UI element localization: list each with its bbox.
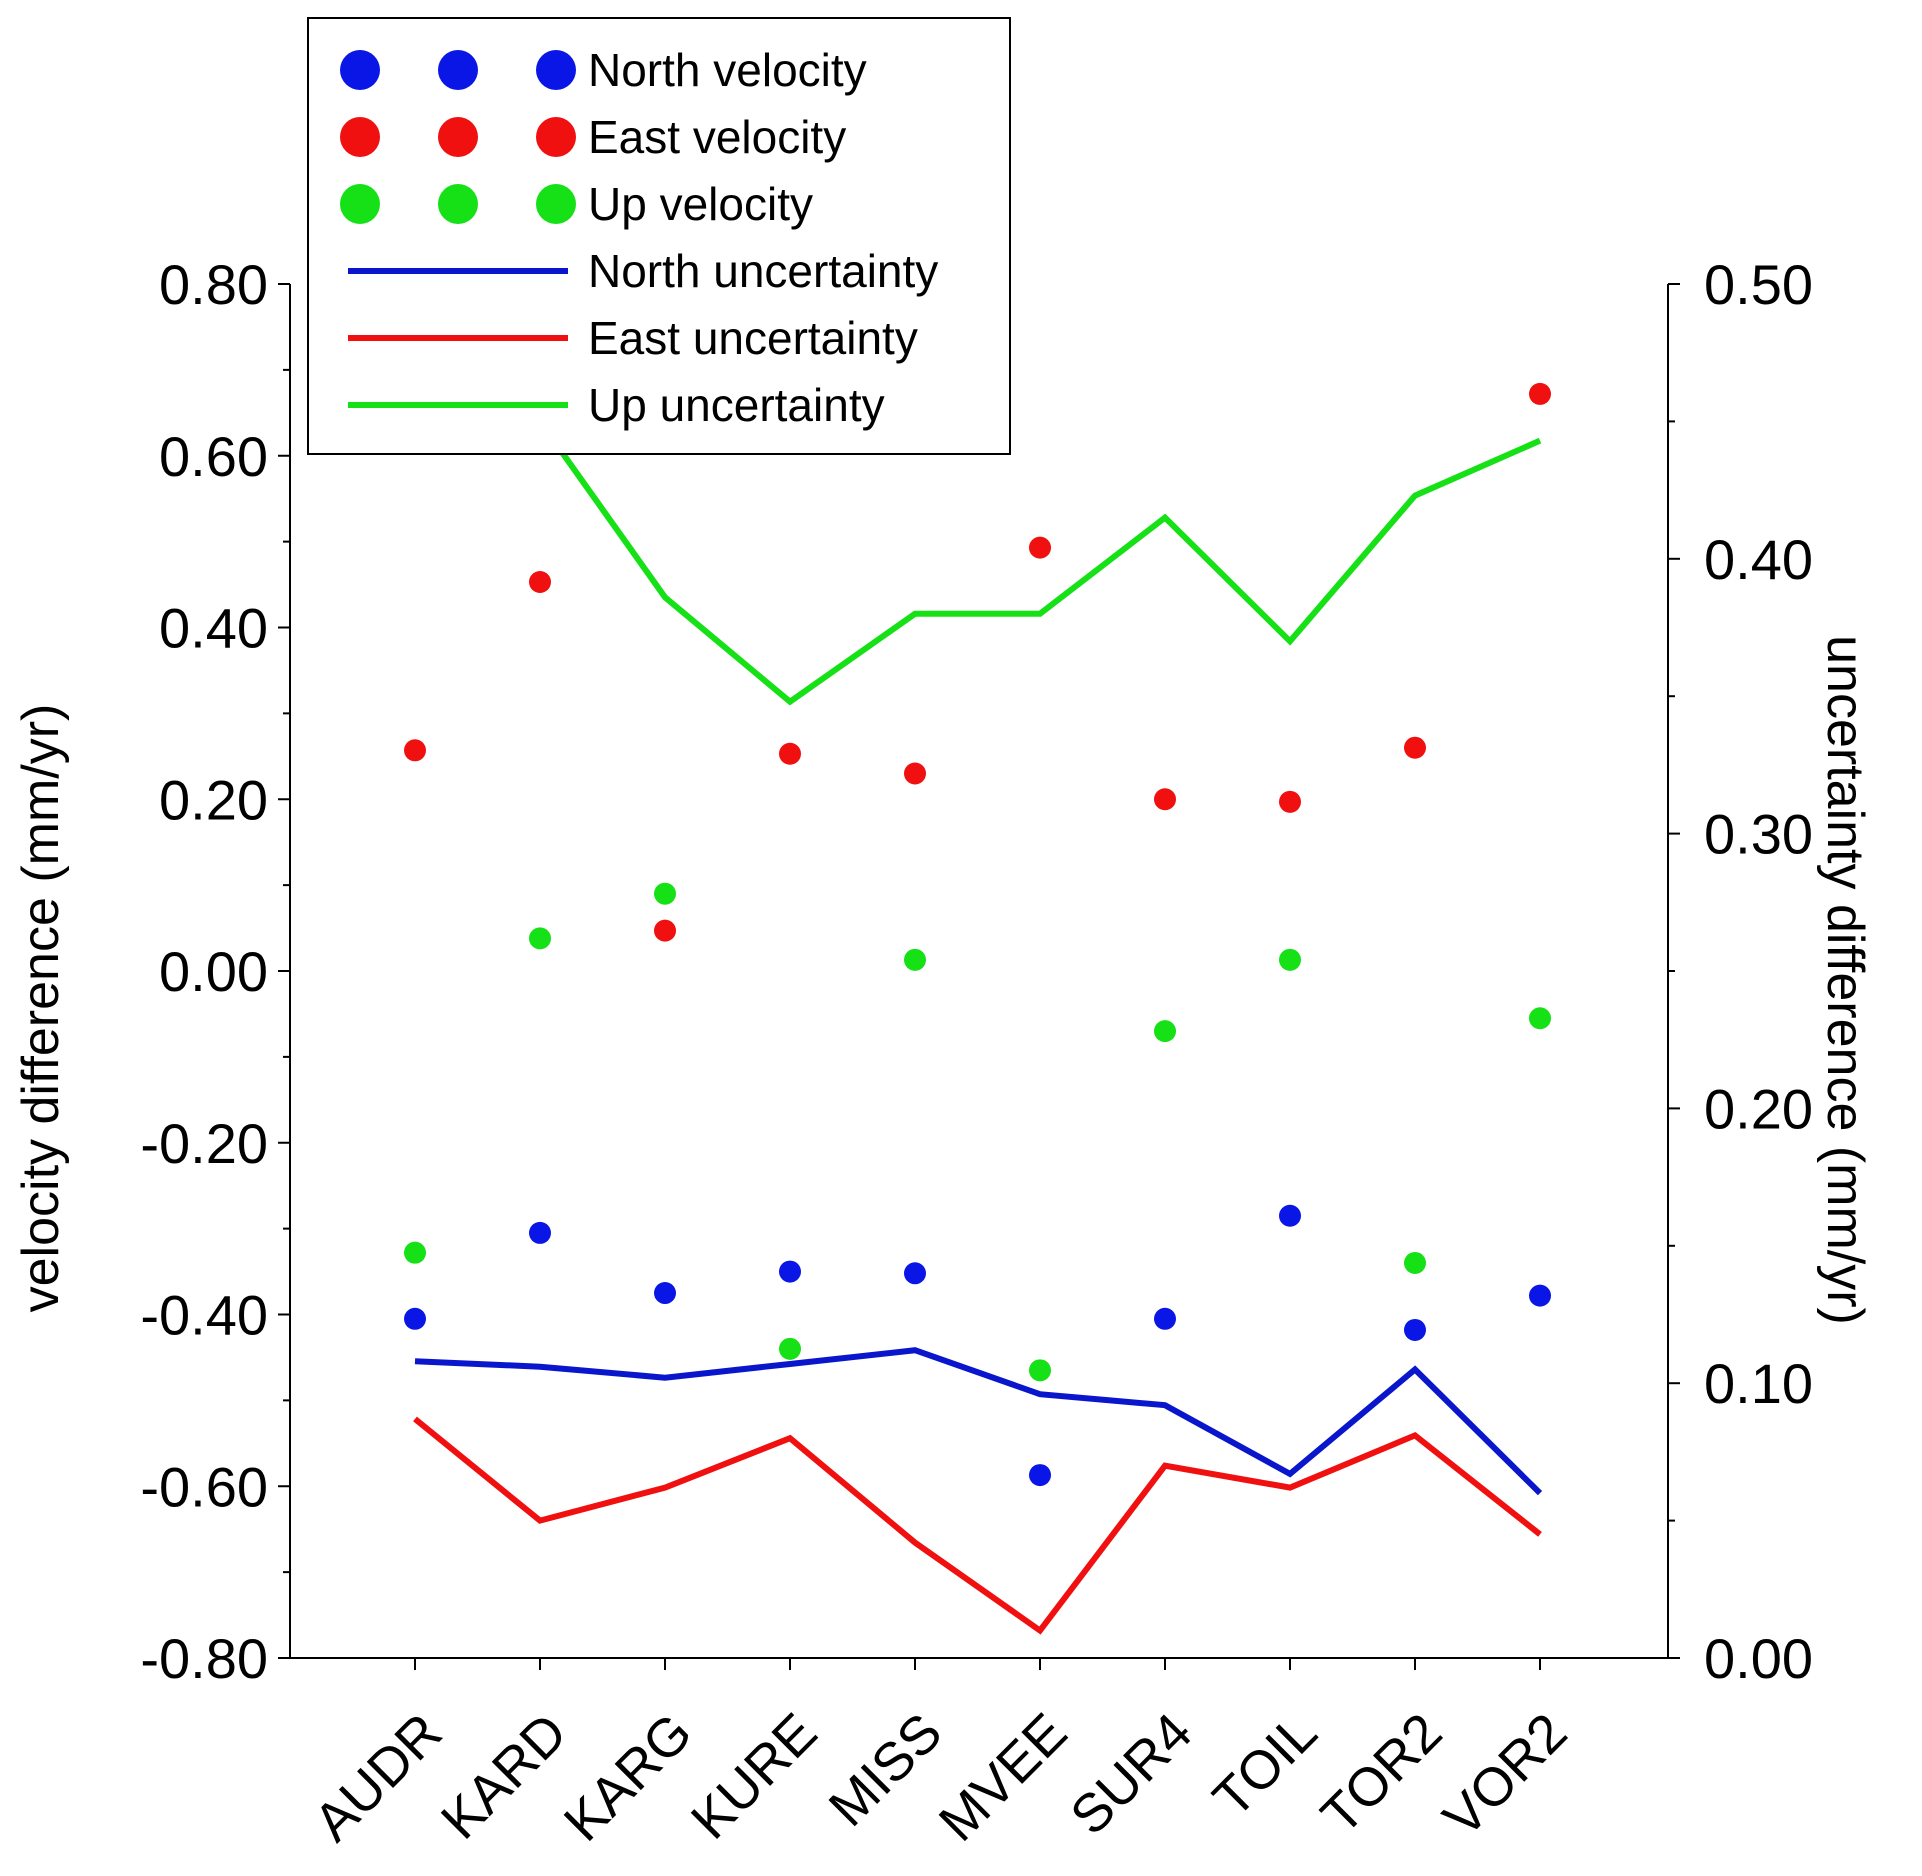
up-velocity-point — [1404, 1251, 1426, 1274]
right-axis-title: uncertainty difference (mm/yr) — [1816, 635, 1874, 1325]
north-uncertainty-legend-label: North uncertainty — [588, 245, 938, 297]
left-tick-label: 0.40 — [159, 597, 268, 660]
north-velocity-point — [1404, 1318, 1426, 1341]
north-velocity-legend-marker — [536, 50, 576, 90]
left-tick-label: 0.60 — [159, 425, 268, 488]
category-label: AUDR — [303, 1702, 454, 1853]
up-velocity-point — [1529, 1007, 1551, 1030]
legend-box — [307, 17, 1011, 455]
up-velocity-point — [1279, 948, 1301, 971]
legend: North velocity East velocity Up velocity No… — [307, 17, 1011, 455]
up-velocity-point — [1029, 1359, 1051, 1382]
north-velocity-point — [654, 1282, 676, 1305]
category-label: KARD — [430, 1702, 579, 1851]
left-tick-label: 0.20 — [159, 768, 268, 831]
right-tick-label: 0.00 — [1704, 1627, 1813, 1690]
up-velocity-point — [1154, 1020, 1176, 1043]
right-tick-label: 0.10 — [1704, 1352, 1813, 1415]
category-label: MVEE — [928, 1702, 1079, 1853]
category-label: VOR2 — [1432, 1702, 1578, 1848]
up-velocity-point — [779, 1337, 801, 1360]
east-velocity-point — [1404, 736, 1426, 759]
east-velocity-legend-marker — [536, 117, 576, 157]
east-velocity-point — [529, 570, 551, 593]
north-uncertainty-line — [414, 1347, 1543, 1496]
up-velocity-legend-marker — [340, 184, 380, 224]
right-tick-label: 0.20 — [1704, 1077, 1813, 1140]
east-velocity-point — [779, 742, 801, 765]
north-velocity-legend-marker — [438, 50, 478, 90]
east-uncertainty-legend-label: East uncertainty — [588, 312, 918, 364]
north-velocity-point — [1154, 1307, 1176, 1330]
north-velocity-point — [1029, 1464, 1051, 1487]
north-velocity-point — [404, 1307, 426, 1330]
velocity-points — [404, 382, 1551, 1487]
up-velocity-legend-label: Up velocity — [588, 178, 813, 230]
category-label: KURE — [680, 1702, 829, 1851]
category-label: MISS — [818, 1702, 954, 1838]
east-velocity-point — [1029, 536, 1051, 559]
up-velocity-point — [529, 927, 551, 950]
up-uncertainty-legend-label: Up uncertainty — [588, 379, 885, 431]
left-tick-label: -0.60 — [140, 1455, 268, 1518]
category-label: SUR4 — [1059, 1702, 1203, 1846]
up-velocity-legend-marker — [438, 184, 478, 224]
east-uncertainty-line — [413, 1416, 1542, 1635]
north-velocity-point — [1279, 1204, 1301, 1227]
axis-ticks: 0.80 0.60 0.40 0.20 0.00 -0.20 -0.40 -0.60 -0.80… — [140, 253, 1813, 1853]
right-tick-label: 0.40 — [1704, 528, 1813, 591]
uncertainty-lines — [413, 418, 1543, 1635]
north-velocity-point — [1529, 1284, 1551, 1307]
north-velocity-legend-marker — [340, 50, 380, 90]
up-velocity-point — [404, 1241, 426, 1264]
east-velocity-legend-marker — [340, 117, 380, 157]
right-tick-label: 0.50 — [1704, 253, 1813, 316]
east-velocity-legend-label: East velocity — [588, 111, 846, 163]
left-tick-label: 0.80 — [159, 253, 268, 316]
east-velocity-point — [1529, 382, 1551, 405]
category-label: KARG — [553, 1702, 704, 1853]
up-velocity-legend-marker — [536, 184, 576, 224]
axes — [289, 284, 1669, 1659]
east-velocity-point — [654, 919, 676, 942]
north-velocity-legend-label: North velocity — [588, 44, 867, 96]
north-velocity-point — [529, 1221, 551, 1244]
up-velocity-point — [904, 948, 926, 971]
east-velocity-point — [904, 762, 926, 785]
category-label: TOIL — [1202, 1702, 1329, 1829]
left-tick-label: 0.00 — [159, 940, 268, 1003]
north-velocity-point — [904, 1262, 926, 1285]
left-tick-label: -0.40 — [140, 1284, 268, 1347]
east-velocity-point — [404, 739, 426, 762]
left-tick-label: -0.20 — [140, 1112, 268, 1175]
east-velocity-point — [1154, 788, 1176, 811]
left-tick-label: -0.80 — [140, 1627, 268, 1690]
up-uncertainty-line — [414, 418, 1542, 706]
category-label: TOR2 — [1310, 1702, 1454, 1846]
right-tick-label: 0.30 — [1704, 803, 1813, 866]
left-axis-title: velocity difference (mm/yr) — [12, 704, 70, 1313]
north-velocity-point — [779, 1260, 801, 1283]
east-velocity-point — [1279, 790, 1301, 813]
up-velocity-point — [654, 882, 676, 905]
east-velocity-legend-marker — [438, 117, 478, 157]
